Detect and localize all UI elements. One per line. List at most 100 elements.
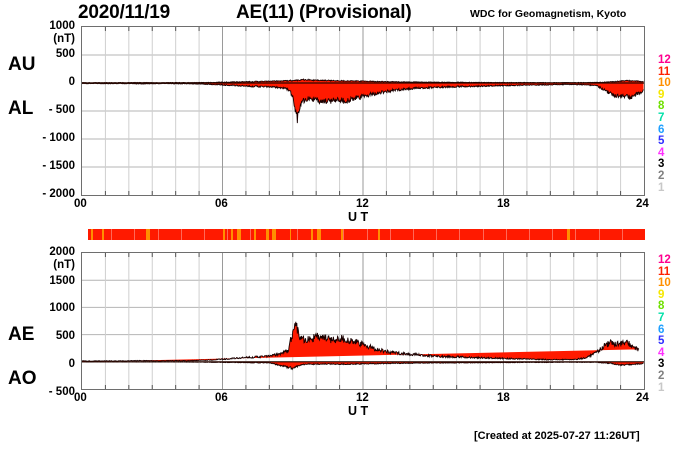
legend-bot-item-level-7: 7 — [658, 311, 665, 324]
ytick-bot-minus500: - 500 — [48, 386, 75, 398]
activity-bar-divider — [459, 229, 461, 240]
activity-bar-divider — [157, 229, 159, 240]
legend-top-item-level-9: 9 — [658, 88, 665, 101]
xtick-top-12: 12 — [356, 198, 369, 210]
activity-bar-segment — [341, 229, 344, 240]
activity-bar-divider — [204, 229, 206, 240]
ytick-top-minus500: - 500 — [48, 104, 75, 116]
activity-bar-divider — [552, 229, 554, 240]
activity-bar-segment — [237, 229, 241, 240]
activity-bar-divider — [505, 229, 507, 240]
series-fill — [82, 361, 644, 370]
activity-bar-segment — [101, 229, 105, 240]
series-outline — [82, 321, 640, 362]
legend-top-item-level-2: 2 — [658, 169, 665, 182]
legend-top-item-level-1: 1 — [658, 181, 665, 194]
yunit-bot: (nT) — [53, 259, 75, 271]
panel-top-label-al: AL — [8, 98, 34, 119]
legend-top: 12 11 10 9 8 7 6 5 4 3 2 1 — [658, 54, 684, 194]
activity-bar-divider — [343, 229, 345, 240]
legend-bot-item-level-3: 3 — [658, 358, 665, 371]
xtick-top-18: 18 — [497, 198, 510, 210]
legend-top-item-level-10: 10 — [658, 77, 671, 90]
activity-bar-segment — [253, 229, 256, 240]
activity-bar-divider — [250, 229, 252, 240]
legend-bot-item-level-2: 2 — [658, 369, 665, 382]
activity-bar-divider — [366, 229, 368, 240]
legend-top-item-level-7: 7 — [658, 111, 665, 124]
activity-bar-divider — [436, 229, 438, 240]
ytick-bot-1000: 1000 — [49, 302, 75, 314]
activity-bar-segment — [289, 229, 292, 240]
activity-bar-segment — [223, 229, 225, 240]
panel-top-label-au: AU — [8, 54, 36, 75]
legend-bot-item-level-1: 1 — [658, 381, 665, 394]
activity-bar-segment — [310, 229, 314, 240]
ae-ao-plot-area — [82, 253, 644, 389]
chart-panel-au-al — [81, 26, 645, 196]
activity-bar-segment — [377, 229, 381, 240]
xtick-bot-12: 12 — [356, 392, 369, 404]
activity-bar-segment — [91, 229, 93, 240]
source-credit: WDC for Geomagnetism, Kyoto — [470, 8, 627, 20]
panel-bot-label-ao: AO — [8, 368, 37, 389]
activity-bar-divider — [598, 229, 600, 240]
activity-bar-divider — [621, 229, 623, 240]
activity-bar-divider — [227, 229, 229, 240]
chart-panel-ae-ao — [81, 252, 645, 390]
ytick-bot-1500: 1500 — [49, 275, 75, 287]
legend-top-item-level-4: 4 — [658, 146, 665, 159]
series-fill — [82, 321, 639, 362]
ytick-bot-500: 500 — [55, 330, 75, 342]
ytick-top-minus1500: - 1500 — [42, 160, 75, 172]
yunit-top: (nT) — [53, 33, 75, 45]
activity-bar-divider — [389, 229, 391, 240]
ytick-bot-0: 0 — [68, 358, 75, 370]
ytick-top-500: 500 — [55, 48, 75, 60]
series-fill — [82, 83, 644, 124]
ytick-bot-2000: 2000 — [49, 246, 75, 258]
activity-bar-segment — [266, 229, 269, 240]
activity-bar-divider — [575, 229, 577, 240]
activity-bar-segment — [317, 229, 321, 240]
series-ae — [82, 321, 640, 362]
activity-bar-divider — [296, 229, 298, 240]
legend-bottom: 12 11 10 9 8 7 6 5 4 3 2 1 — [658, 254, 684, 394]
xtick-top-06: 06 — [215, 198, 228, 210]
legend-bot-item-level-6: 6 — [658, 323, 665, 336]
legend-top-item-level-12: 12 — [658, 54, 671, 66]
xtick-bot-24: 24 — [636, 392, 649, 404]
legend-top-item-level-6: 6 — [658, 123, 665, 136]
panel-bot-label-ae: AE — [8, 324, 35, 345]
legend-bot-item-level-10: 10 — [658, 277, 671, 290]
au-al-plot-area — [82, 27, 644, 195]
activity-bar-divider — [180, 229, 182, 240]
ytick-top-1000: 1000 — [49, 20, 75, 32]
legend-bot-item-level-11: 11 — [658, 265, 671, 278]
xtick-bot-18: 18 — [497, 392, 510, 404]
ytick-top-0: 0 — [68, 76, 75, 88]
activity-bar-divider — [482, 229, 484, 240]
ytick-top-minus1000: - 1000 — [42, 132, 75, 144]
page-date: 2020/11/19 — [78, 2, 171, 23]
activity-bar-segment — [272, 229, 276, 240]
legend-top-item-level-5: 5 — [658, 135, 665, 148]
legend-bot-item-level-4: 4 — [658, 346, 665, 359]
xaxis-label-top: U T — [348, 210, 369, 224]
activity-bar-divider — [412, 229, 414, 240]
activity-color-bar — [88, 229, 645, 240]
legend-top-item-level-3: 3 — [658, 158, 665, 171]
activity-bar-divider — [111, 229, 113, 240]
xtick-bot-06: 06 — [215, 392, 228, 404]
page-title: AE(11) (Provisional) — [236, 2, 412, 23]
xtick-bot-00: 00 — [74, 392, 87, 404]
xtick-top-24: 24 — [636, 198, 649, 210]
activity-bar-divider — [134, 229, 136, 240]
xaxis-label-bot: U T — [348, 404, 369, 418]
activity-bar-divider — [528, 229, 530, 240]
xtick-top-00: 00 — [74, 198, 87, 210]
legend-bot-item-level-5: 5 — [658, 335, 665, 348]
legend-top-item-level-8: 8 — [658, 100, 665, 113]
activity-bar-segment — [567, 229, 571, 240]
activity-bar-segment — [230, 229, 234, 240]
